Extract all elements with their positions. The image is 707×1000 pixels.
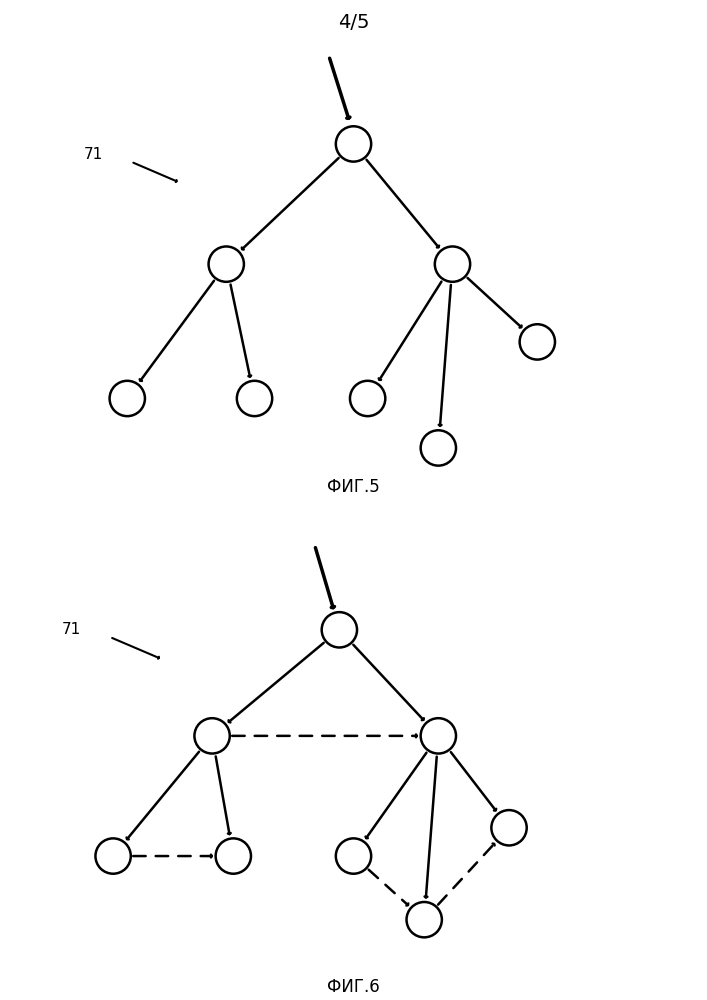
- Circle shape: [237, 381, 272, 416]
- Circle shape: [435, 246, 470, 282]
- Circle shape: [322, 612, 357, 647]
- Text: 71: 71: [83, 147, 103, 162]
- Circle shape: [520, 324, 555, 360]
- Circle shape: [216, 838, 251, 874]
- Circle shape: [336, 838, 371, 874]
- Circle shape: [95, 838, 131, 874]
- Circle shape: [336, 126, 371, 162]
- Circle shape: [421, 718, 456, 754]
- Circle shape: [407, 902, 442, 937]
- Text: ФИГ.5: ФИГ.5: [327, 478, 380, 496]
- Text: 71: 71: [62, 622, 81, 637]
- Circle shape: [350, 381, 385, 416]
- Text: ФИГ.6: ФИГ.6: [327, 978, 380, 996]
- Circle shape: [194, 718, 230, 754]
- Circle shape: [110, 381, 145, 416]
- Circle shape: [491, 810, 527, 845]
- Circle shape: [421, 430, 456, 466]
- Circle shape: [209, 246, 244, 282]
- Text: 4/5: 4/5: [338, 13, 369, 32]
